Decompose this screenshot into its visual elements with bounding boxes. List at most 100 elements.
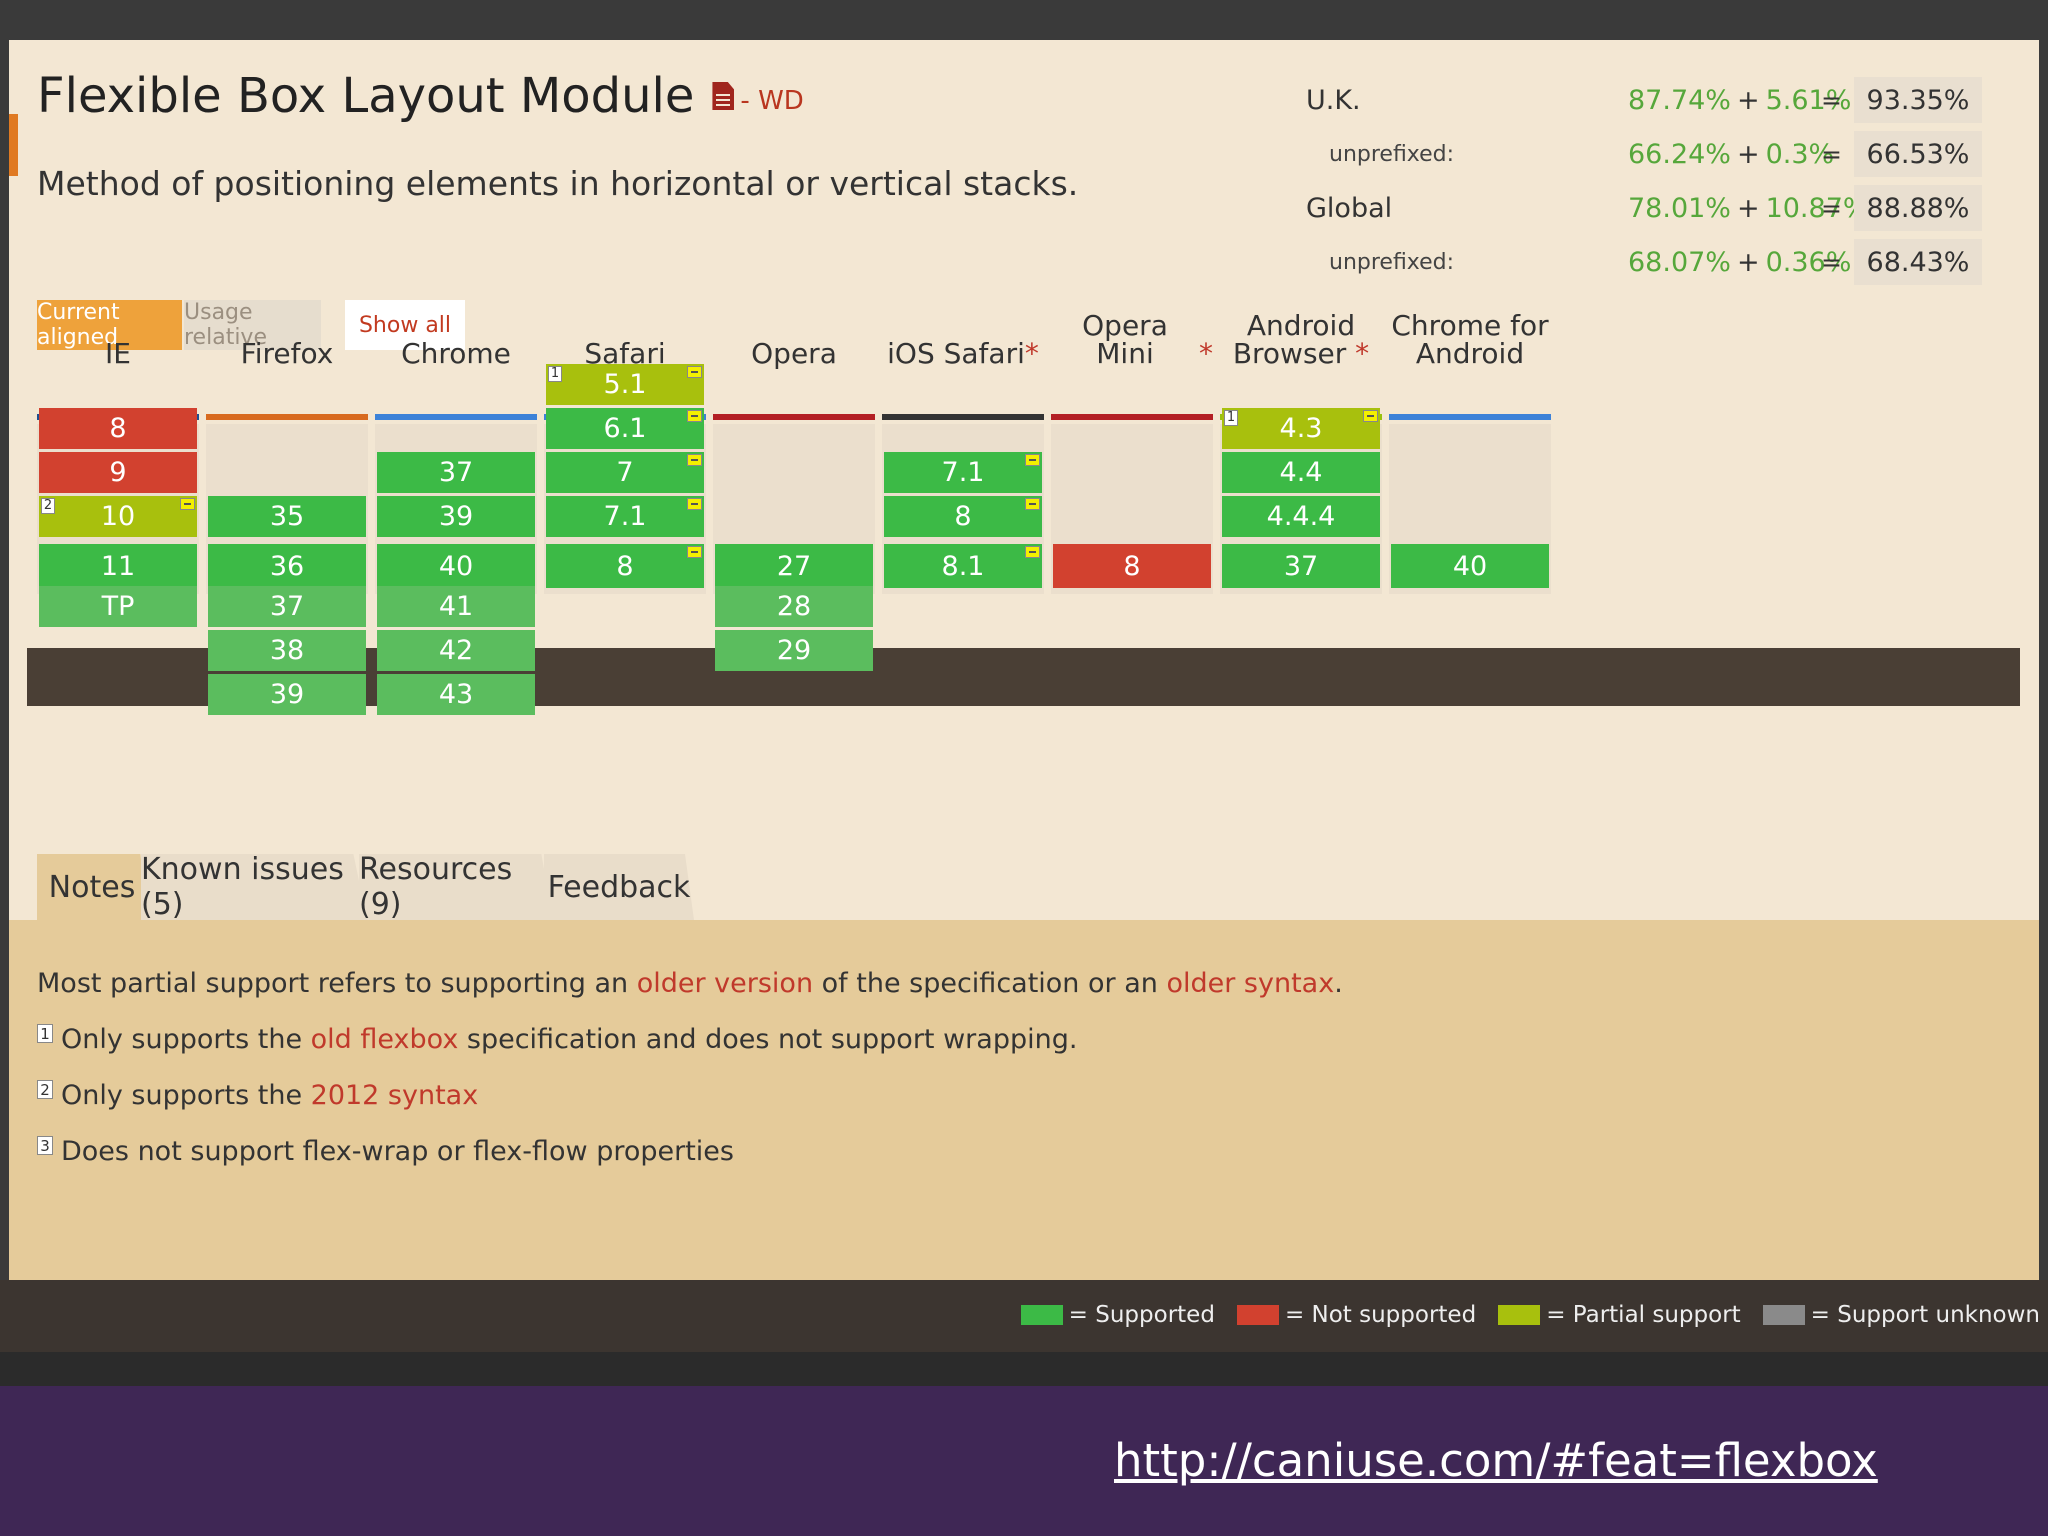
version-cell[interactable]: 36 (208, 544, 366, 588)
browser-header: iOS Safari * (882, 318, 1044, 368)
browser-header: Opera Mini * (1051, 312, 1213, 368)
browser-header: Android Browser * (1220, 312, 1382, 368)
note-number: 3 (37, 1136, 53, 1155)
version-number: 8.1 (941, 550, 985, 582)
version-number: 39 (269, 679, 305, 710)
version-cell[interactable]: 39 (208, 674, 366, 715)
note-item: 2 Only supports the 2012 syntax (37, 1080, 478, 1111)
show-all-button[interactable]: Show all (345, 300, 465, 350)
version-cell[interactable]: 37 (208, 586, 366, 627)
equals-sign: = (1821, 247, 1842, 277)
version-number: 29 (776, 635, 812, 666)
version-cell[interactable]: 38 (208, 630, 366, 671)
version-cell[interactable]: 28 (715, 586, 873, 627)
version-number: 41 (438, 591, 474, 622)
version-cell[interactable]: 8 (39, 408, 197, 449)
version-cell[interactable]: 10 2 (39, 496, 197, 537)
note-link[interactable]: 2012 syntax (310, 1080, 479, 1111)
tab-resources[interactable]: Resources (9) (359, 854, 553, 920)
note-reference[interactable]: 1 (1224, 410, 1238, 426)
version-cell[interactable]: 11 (39, 544, 197, 588)
version-cell[interactable]: 29 (715, 630, 873, 671)
browser-name-line: Browser (1232, 337, 1347, 370)
version-cell[interactable]: 7.1 (884, 452, 1042, 493)
note-text: Does not support flex-wrap or flex-flow … (61, 1136, 734, 1167)
prefix-flag-icon (687, 410, 702, 422)
version-number: 5.1 (603, 369, 647, 400)
version-cell[interactable]: 7 (546, 452, 704, 493)
browser-name: Opera Mini (1082, 309, 1168, 370)
note-number: 1 (37, 1024, 53, 1043)
browser-name: Android Browser * (1233, 312, 1369, 368)
version-cell[interactable]: 43 (377, 674, 535, 715)
browser-name: Opera (751, 337, 837, 370)
stat-row: unprefixed: 68.07% +0.36% = 68.43% (1294, 236, 2014, 288)
note-item: 1 Only supports the old flexbox specifica… (37, 1024, 1077, 1055)
notes-intro: Most partial support refers to supportin… (37, 968, 1343, 999)
version-cell[interactable]: 41 (377, 586, 535, 627)
stat-supported: 68.07% (1628, 246, 1731, 278)
browser-name: Safari (584, 337, 666, 370)
older-version-link[interactable]: older version (636, 968, 814, 999)
stat-row: unprefixed: 66.24% +0.3% = 66.53% (1294, 128, 2014, 180)
note-reference[interactable]: 2 (41, 498, 55, 514)
version-cell[interactable]: 7.1 (546, 496, 704, 537)
tab-notes[interactable]: Notes (37, 854, 147, 920)
version-number: TP (101, 591, 135, 622)
spec-status[interactable]: - WD (740, 86, 804, 116)
note-reference[interactable]: 1 (548, 366, 562, 382)
document-icon[interactable] (712, 82, 735, 110)
version-number: 9 (109, 457, 127, 488)
current-aligned-button[interactable]: Current aligned (37, 300, 182, 350)
version-cell[interactable]: 37 (377, 452, 535, 493)
version-cell[interactable]: 37 (1222, 544, 1380, 588)
prefix-flag-icon (1025, 546, 1040, 558)
browser-color-bar (882, 414, 1044, 420)
plus-sign: + (1736, 138, 1760, 170)
version-cell[interactable]: 42 (377, 630, 535, 671)
legend-swatch (1236, 1305, 1279, 1325)
older-syntax-link[interactable]: older syntax (1166, 968, 1335, 999)
browser-header: Firefox (206, 318, 368, 368)
version-cell[interactable]: 8.1 (884, 544, 1042, 588)
version-cell[interactable]: 8 (884, 496, 1042, 537)
legend-swatch (1020, 1305, 1063, 1325)
stat-total: 88.88% (1854, 185, 1982, 231)
version-cell[interactable]: 39 (377, 496, 535, 537)
version-cell[interactable]: 4.3 1 (1222, 408, 1380, 449)
top-strip (0, 0, 2048, 40)
legend-label: = Supported (1068, 1302, 1215, 1328)
browser-name-line: Android (1415, 337, 1525, 370)
version-cell[interactable]: 40 (1391, 544, 1549, 588)
version-cell[interactable]: 27 (715, 544, 873, 588)
version-cell[interactable]: TP (39, 586, 197, 627)
browser-name: iOS Safari (887, 337, 1025, 370)
asterisk-icon: * (1024, 337, 1039, 370)
stat-label: unprefixed: (1329, 249, 1455, 275)
browser-color-bar (206, 414, 368, 420)
note-link[interactable]: old flexbox (310, 1024, 459, 1055)
usage-relative-button[interactable]: Usage relative (184, 300, 321, 350)
version-number: 7 (616, 457, 634, 488)
tab-feedback[interactable]: Feedback (544, 854, 694, 920)
version-cell[interactable]: 4.4.4 (1222, 496, 1380, 537)
version-cell[interactable]: 35 (208, 496, 366, 537)
caniuse-url-link[interactable]: http://caniuse.com/#feat=flexbox (1114, 1434, 1878, 1487)
version-number: 35 (269, 501, 305, 532)
asterisk-icon: * (1346, 337, 1370, 370)
version-cell[interactable]: 40 (377, 544, 535, 588)
version-cell[interactable]: 6.1 (546, 408, 704, 449)
tab-known[interactable]: Known issues (5) (141, 854, 367, 920)
slide-footer: http://caniuse.com/#feat=flexbox (0, 1386, 2048, 1536)
version-number: 40 (438, 550, 474, 582)
notes-intro-text: Most partial support refers to supportin… (37, 968, 637, 999)
version-cell[interactable]: 8 (546, 544, 704, 588)
version-cell[interactable]: 8 (1053, 544, 1211, 588)
version-cell[interactable]: 5.1 1 (546, 364, 704, 405)
browser-name-line: Android (1246, 309, 1356, 342)
version-cell[interactable]: 4.4 (1222, 452, 1380, 493)
version-number: 37 (269, 591, 305, 622)
version-cell[interactable]: 9 (39, 452, 197, 493)
browser-color-bar (713, 414, 875, 420)
feature-title-text: Flexible Box Layout Module (37, 68, 695, 124)
